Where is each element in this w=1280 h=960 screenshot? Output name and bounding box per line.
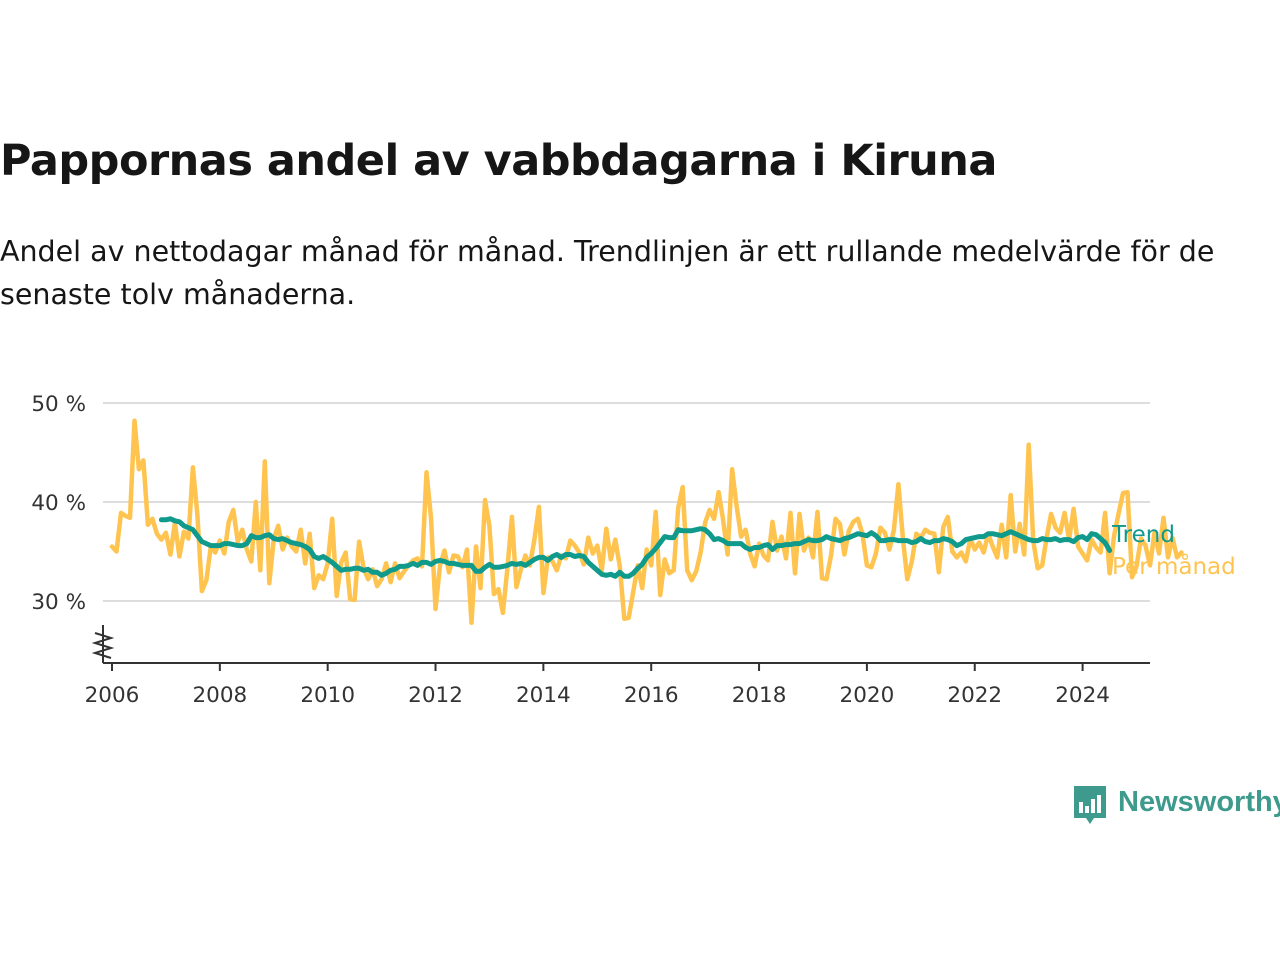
grid [103, 402, 1150, 602]
series [109, 418, 1184, 626]
series-labels: Trend Per månad [1111, 522, 1236, 580]
x-tick-label: 2022 [947, 683, 1002, 708]
y-tick-label: 40 % [31, 491, 86, 516]
newsworthy-logo-icon [1074, 786, 1106, 824]
x-tick-label: 2020 [840, 683, 895, 708]
trend-series-label: Trend [1111, 522, 1175, 548]
newsworthy-logo-text: Newsworthy [1118, 786, 1280, 818]
axes: 30 % 40 % 50 % 2006 2008 2010 2012 2014 2016 2018… [31, 392, 1150, 708]
x-tick-label: 2014 [516, 683, 571, 708]
x-tick-label: 2024 [1055, 683, 1110, 708]
x-tick-label: 2016 [624, 683, 679, 708]
x-tick-label: 2012 [408, 683, 463, 708]
x-tick-label: 2018 [732, 683, 787, 708]
chart-subtitle: Andel av nettodagar månad för månad. Tre… [0, 235, 1215, 311]
x-tick-label: 2010 [300, 683, 355, 708]
newsworthy-logo: Newsworthy [1072, 784, 1280, 828]
monthly-line [109, 418, 1184, 626]
monthly-series-label: Per månad [1112, 552, 1236, 580]
y-tick-label: 50 % [31, 392, 86, 417]
x-tick-label: 2006 [85, 683, 140, 708]
axis-break-icon [91, 632, 115, 659]
x-tick-label: 2008 [192, 683, 247, 708]
y-tick-label: 30 % [31, 590, 86, 615]
trend-line [158, 516, 1113, 579]
chart-title: Pappornas andel av vabbdagarna i Kiruna [0, 136, 997, 186]
